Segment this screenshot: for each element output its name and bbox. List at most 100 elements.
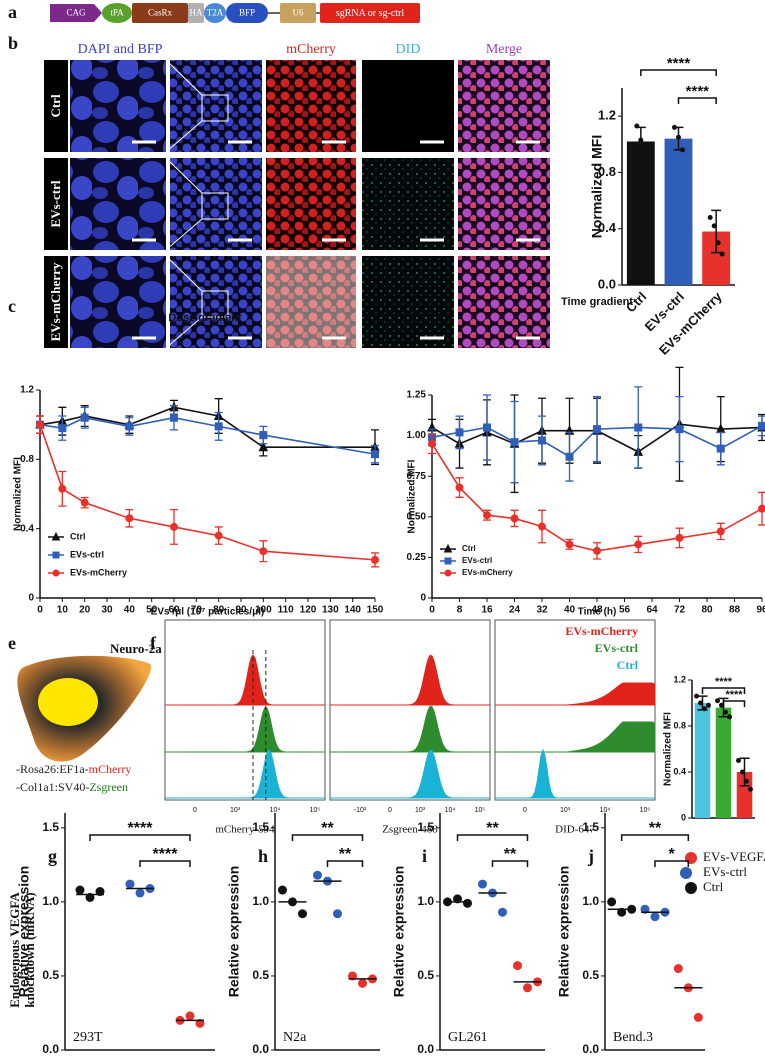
- panel-label: i: [422, 846, 427, 866]
- y-axis-label: Relative expression: [226, 866, 242, 998]
- bar: [694, 703, 711, 818]
- y-tick-label: 0.8: [598, 164, 616, 179]
- x-tick-label: 48: [591, 605, 603, 616]
- side-label: knockdown (mRNA): [22, 892, 37, 1007]
- x-tick-label: 50: [146, 605, 158, 616]
- y-tick-label: 1.00: [407, 430, 427, 441]
- data-point: [333, 909, 342, 919]
- y-tick-label: 0.4: [673, 766, 686, 776]
- marker: [170, 413, 178, 422]
- panel-label: e: [8, 633, 16, 653]
- histogram: [495, 682, 656, 706]
- bar: [664, 138, 693, 285]
- data-point: [135, 888, 145, 898]
- significance-bracket: [701, 687, 746, 694]
- data-point: [185, 1011, 195, 1021]
- data-point: [719, 251, 725, 257]
- y-tick-label: 0.8: [673, 720, 686, 730]
- marker: [538, 436, 546, 445]
- marker: [80, 413, 89, 422]
- y-tick-label: 0: [28, 593, 34, 604]
- significance-bracket: [456, 834, 529, 841]
- row-label-strip: [44, 60, 68, 152]
- construct-label: CasRx: [148, 8, 173, 18]
- data-point: [715, 240, 721, 246]
- flow-tick-label: 10³: [560, 807, 571, 814]
- panel-label: g: [48, 846, 57, 866]
- data-point: [706, 702, 711, 708]
- micrograph: [362, 158, 454, 250]
- chart-title: Time gradient: [561, 296, 633, 308]
- data-point: [523, 983, 532, 993]
- construct-element: [226, 3, 268, 23]
- data-point: [513, 961, 522, 971]
- zoom-line: [165, 59, 203, 96]
- marker: [565, 540, 574, 549]
- micrograph: [266, 158, 356, 250]
- construct-label: U6: [293, 8, 304, 18]
- x-tick-label: 90: [235, 605, 247, 616]
- data-point: [698, 700, 703, 706]
- data-point: [607, 897, 617, 907]
- marker: [371, 555, 379, 564]
- genotype-part: mCherry: [89, 762, 132, 776]
- marker: [716, 444, 725, 453]
- significance: **: [486, 820, 499, 837]
- data-point: [727, 714, 732, 720]
- construct-label: BFP: [239, 8, 255, 18]
- construct-label: tPA: [110, 8, 124, 18]
- y-tick-label: 0.0: [582, 1042, 599, 1056]
- cell-genotype: -Rosa26:EF1a-mCherry: [16, 762, 131, 776]
- significance: ****: [686, 83, 710, 100]
- legend-marker: [52, 551, 60, 559]
- data-point: [723, 709, 728, 715]
- y-tick-label: 0.4: [20, 523, 34, 534]
- construct-promoter: [50, 4, 102, 22]
- row-label: EVs-mCherry: [48, 262, 63, 341]
- flow-tick-label: -10³: [354, 807, 367, 814]
- marker: [593, 546, 601, 555]
- micrograph: [70, 256, 166, 348]
- data-point: [676, 134, 681, 140]
- x-tick-label: 0: [37, 605, 43, 616]
- data-point: [298, 909, 307, 919]
- row-label: EVs-ctrl: [48, 180, 63, 227]
- micrograph: [266, 256, 356, 348]
- significance-bracket: [291, 834, 364, 841]
- marker: [125, 422, 134, 431]
- marker: [510, 438, 519, 447]
- marker: [565, 452, 574, 461]
- bar: [736, 772, 753, 818]
- significance-bracket: [491, 860, 529, 867]
- legend-marker: [444, 557, 452, 565]
- data-point: [650, 912, 660, 922]
- significance: ****: [153, 846, 179, 863]
- histogram-frame: [329, 619, 491, 801]
- construct-element: [188, 3, 204, 23]
- x-tick-label: 0: [429, 605, 435, 616]
- construct-label: sgRNA or sg-ctrl: [336, 8, 405, 19]
- construct-element: [132, 3, 188, 23]
- marker: [80, 498, 89, 507]
- x-tick-label: 30: [101, 605, 113, 616]
- flow-axis-label: Zsgreen-488: [382, 824, 438, 836]
- x-tick-label: 100: [255, 605, 272, 616]
- x-tick-label: 150: [367, 605, 384, 616]
- significance: **: [649, 820, 662, 837]
- legend-marker: [52, 569, 60, 577]
- y-tick-label: 0.5: [252, 968, 269, 982]
- histogram: [330, 749, 490, 799]
- marker: [483, 511, 491, 520]
- significance-bracket: [640, 69, 717, 76]
- x-tick-label: 80: [701, 605, 713, 616]
- y-tick-label: 1.5: [42, 820, 59, 834]
- bar: [715, 707, 732, 818]
- x-tick-label: 32: [536, 605, 548, 616]
- x-axis-label: EVs /μl (10⁷ particles/μl): [151, 607, 265, 618]
- significance-bracket: [326, 860, 364, 867]
- construct-label: CAG: [66, 8, 86, 18]
- legend-marker: [444, 569, 452, 577]
- marker: [58, 424, 67, 433]
- marker: [371, 450, 379, 459]
- x-tick-label: 64: [646, 605, 658, 616]
